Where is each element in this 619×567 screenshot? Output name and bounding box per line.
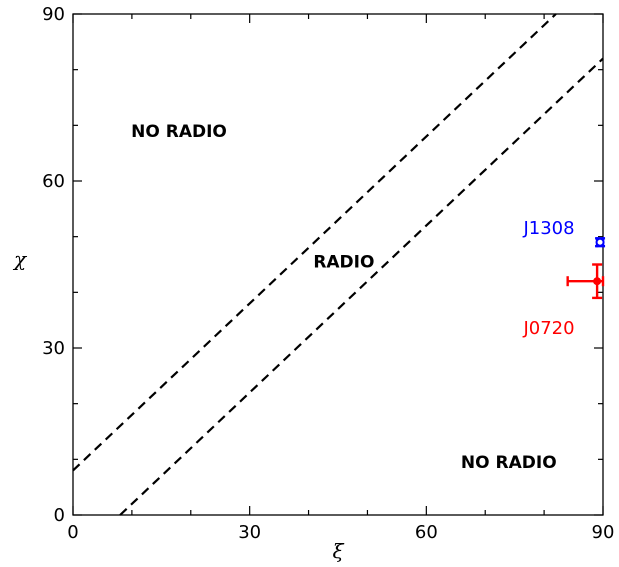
- data-point-j0720: [566, 263, 605, 300]
- x-tick-label: 90: [592, 522, 615, 543]
- x-tick-label: 30: [238, 522, 261, 543]
- tick-labels: 0 30 60 90 0 30 60 90: [42, 4, 614, 543]
- y-tick-label: 30: [42, 338, 65, 359]
- region-label: NO RADIO: [461, 453, 557, 473]
- dashed-boundary-line: [119, 57, 604, 516]
- plot-frame: [72, 13, 604, 516]
- point-marker: [595, 237, 605, 247]
- region-label: NO RADIO: [131, 122, 227, 142]
- y-axis-label: χ: [12, 247, 28, 271]
- ticks: [72, 13, 604, 516]
- data-point-j1308: [595, 237, 606, 248]
- y-tick-label: 90: [42, 4, 65, 25]
- dashed-boundary-line: [72, 13, 557, 472]
- x-tick-label: 0: [67, 522, 78, 543]
- boundary-lines: [72, 13, 604, 516]
- point-marker: [593, 277, 602, 286]
- data-points: J1308 J0720: [522, 218, 606, 339]
- y-tick-label: 60: [42, 171, 65, 192]
- region-labels: NO RADIO RADIO NO RADIO: [131, 122, 557, 473]
- x-axis-label: ξ: [332, 539, 344, 563]
- point-label-j0720: J0720: [522, 318, 574, 339]
- region-label: RADIO: [313, 253, 374, 273]
- x-tick-label: 60: [415, 522, 438, 543]
- point-label-j1308: J1308: [522, 218, 574, 239]
- y-tick-label: 0: [54, 505, 65, 526]
